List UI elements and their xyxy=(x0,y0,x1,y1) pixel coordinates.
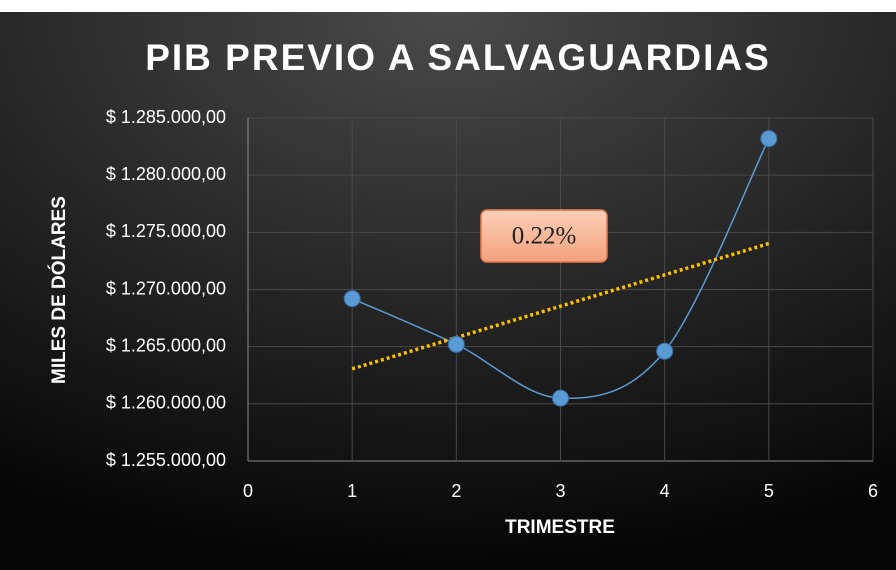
x-tick-label: 2 xyxy=(451,481,461,501)
data-point xyxy=(656,342,674,360)
y-tick-label: $ 1.260.000,00 xyxy=(106,393,226,413)
data-point xyxy=(343,290,361,308)
x-axis-label: TRIMESTRE xyxy=(505,517,615,538)
chart-background xyxy=(0,12,896,570)
chart-title: PIB PREVIO A SALVAGUARDIAS xyxy=(145,37,771,78)
trendline xyxy=(351,241,770,371)
annotation: 0.22% xyxy=(512,223,577,250)
data-point xyxy=(760,130,778,148)
data-point xyxy=(447,335,465,353)
x-tick-label: 1 xyxy=(347,481,357,501)
y-tick-label: $ 1.280.000,00 xyxy=(106,164,226,184)
x-tick-label: 6 xyxy=(868,481,878,501)
plot xyxy=(343,130,778,407)
y-tick-label: $ 1.265.000,00 xyxy=(106,335,226,355)
y-axis-label: MILES DE DÓLARES xyxy=(48,196,70,384)
data-point xyxy=(552,389,569,407)
x-tick-label: 4 xyxy=(660,481,670,501)
annotation-box xyxy=(480,209,608,263)
x-tick-label: 0 xyxy=(243,481,253,501)
x-tick-label: 3 xyxy=(555,481,565,501)
series-line xyxy=(351,138,770,400)
x-tick-label: 5 xyxy=(764,481,774,501)
y-tick-label: $ 1.270.000,00 xyxy=(106,278,226,298)
y-tick-label: $ 1.275.000,00 xyxy=(106,221,226,241)
y-tick-label: $ 1.255.000,00 xyxy=(106,450,226,470)
y-tick-label: $ 1.285.000,00 xyxy=(106,107,226,127)
